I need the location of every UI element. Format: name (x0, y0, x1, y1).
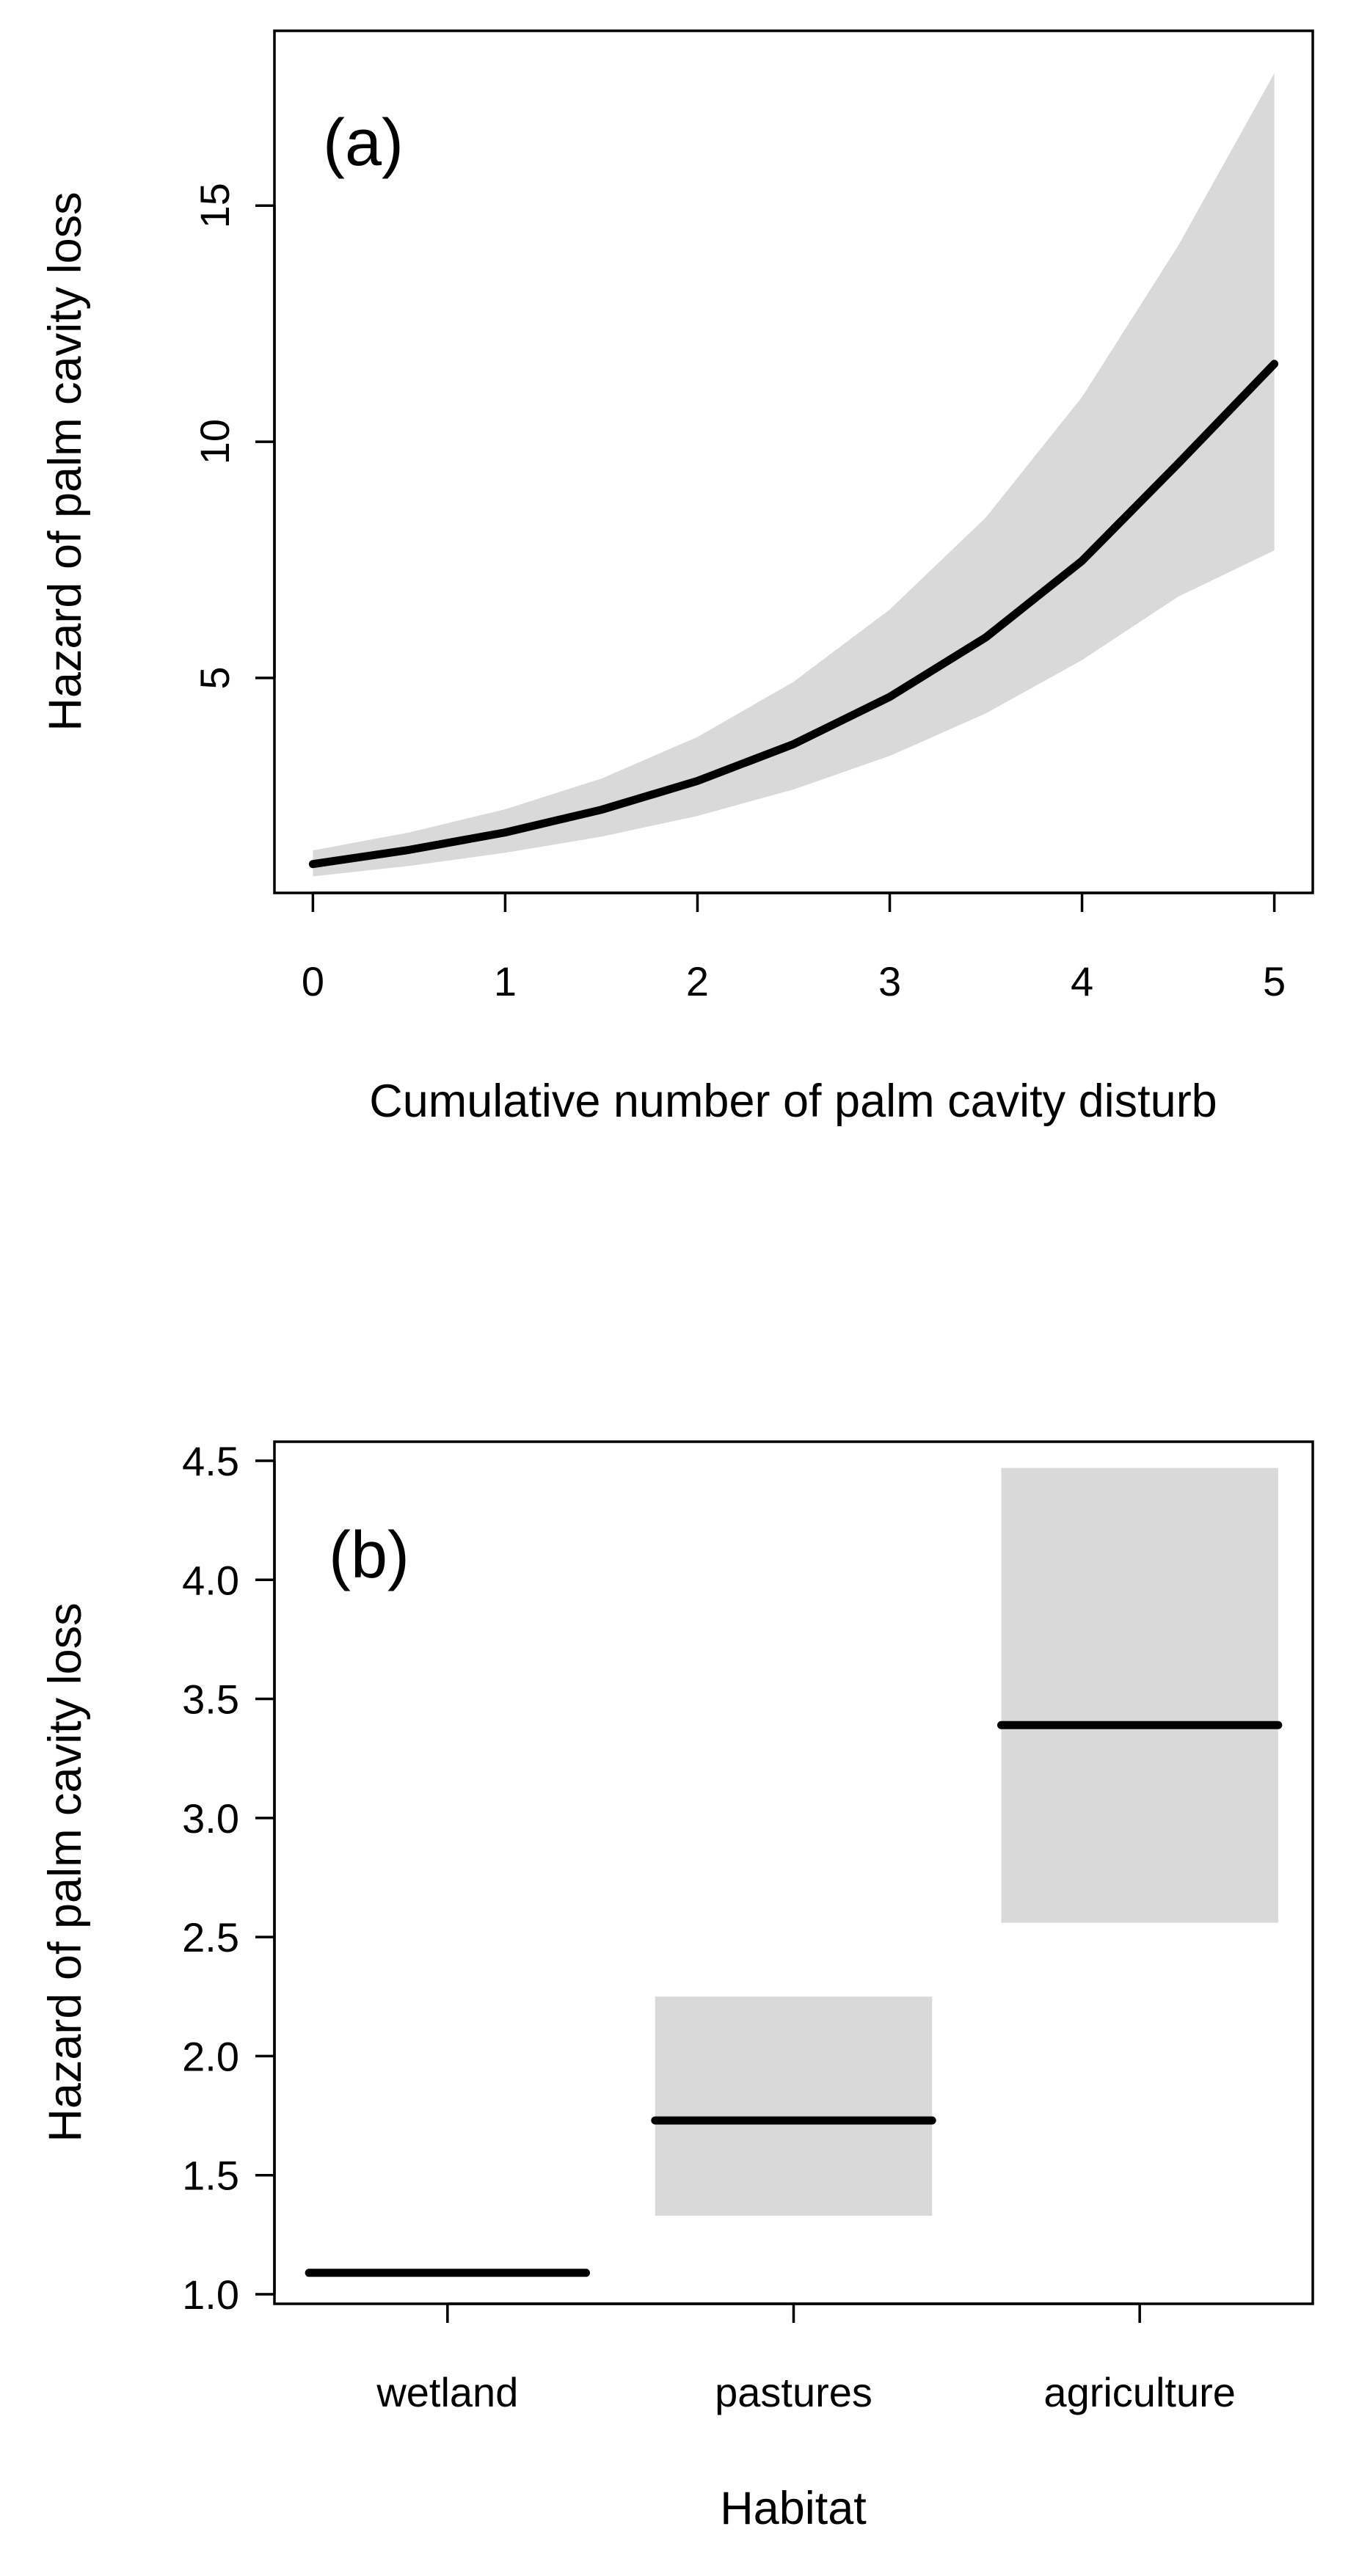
a-hazard-line (308, 360, 1279, 869)
a-y-axis-title: Hazard of palm cavity loss (40, 191, 91, 731)
panel-a: 0 1 2 3 4 5 5 10 15 (a) Cumulative number of pa… (40, 29, 1314, 1127)
a-x-tick-label: 0 (302, 958, 324, 1004)
b-y-tick-label: 4.0 (182, 1557, 239, 1603)
b-y-tick-label: 1.0 (182, 2272, 239, 2318)
a-x-tick-label: 2 (686, 958, 709, 1004)
a-x-tick-label: 1 (494, 958, 517, 1004)
b-ci-box-pastures (655, 1996, 933, 2216)
b-y-tick-label: 3.0 (182, 1795, 239, 1842)
a-x-axis: 0 1 2 3 4 5 (302, 891, 1286, 1004)
a-fit-line-layer (308, 360, 1279, 869)
b-y-tick-label: 2.5 (182, 1914, 239, 1960)
a-x-tick-label: 3 (878, 958, 901, 1004)
a-y-tick-label: 10 (192, 419, 238, 464)
b-x-tick-label-wetland: wetland (376, 2369, 518, 2415)
a-panel-label: (a) (323, 106, 404, 180)
a-y-axis: 5 10 15 (192, 183, 276, 690)
a-confidence-band (313, 73, 1275, 877)
a-x-tick-label: 4 (1071, 958, 1093, 1004)
b-y-tick-label: 4.5 (182, 1438, 239, 1484)
b-y-tick-label: 1.5 (182, 2153, 239, 2199)
b-x-axis: wetland pastures agriculture (376, 2302, 1236, 2415)
panel-b: wetland pastures agriculture 1.0 1.5 2.0 2.5 3… (40, 1438, 1314, 2534)
b-estimate-line-layer (305, 1721, 1283, 2277)
b-y-axis-title: Hazard of palm cavity loss (40, 1602, 91, 2142)
b-y-axis: 1.0 1.5 2.0 2.5 3.0 3.5 4.0 4.5 (182, 1438, 276, 2318)
b-x-tick-label-pastures: pastures (715, 2369, 872, 2415)
a-x-axis-title: Cumulative number of palm cavity disturb (369, 1076, 1217, 1127)
b-y-tick-label: 2.0 (182, 2033, 239, 2079)
a-ci-band-layer (313, 73, 1275, 877)
a-y-tick-label: 15 (192, 183, 238, 228)
b-x-tick-label-agriculture: agriculture (1043, 2369, 1235, 2415)
b-x-axis-title: Habitat (720, 2483, 867, 2534)
b-ci-box-agriculture (1001, 1467, 1278, 1923)
b-ci-band-layer (655, 1467, 1278, 2216)
a-x-tick-label: 5 (1263, 958, 1286, 1004)
b-panel-label: (b) (329, 1519, 409, 1592)
a-y-tick-label: 5 (192, 666, 238, 689)
b-y-tick-label: 3.5 (182, 1676, 239, 1723)
